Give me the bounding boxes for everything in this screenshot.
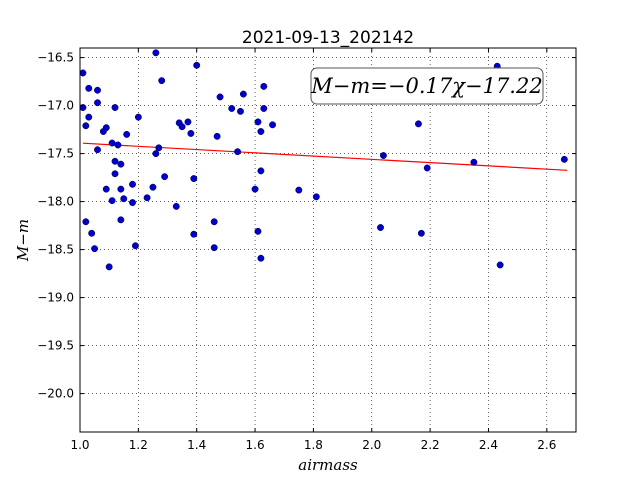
data-point: [269, 121, 277, 129]
data-point: [496, 261, 504, 269]
data-point: [117, 216, 125, 224]
y-tick-label: −20.0: [37, 387, 74, 401]
data-point: [423, 164, 431, 172]
data-point: [193, 61, 201, 69]
y-tick-label: −17.5: [37, 147, 74, 161]
data-point: [172, 202, 180, 210]
fit-equation-frame: [310, 67, 544, 105]
data-point: [152, 49, 160, 57]
plot-frame: [79, 47, 577, 433]
data-points: [79, 49, 568, 271]
data-point: [312, 193, 320, 201]
data-point: [417, 229, 425, 237]
data-point: [210, 244, 218, 252]
x-tick-label: 1.4: [187, 438, 206, 452]
data-point: [111, 170, 119, 178]
y-tick-label: −18.5: [37, 243, 74, 257]
data-point: [254, 118, 262, 126]
data-point: [117, 185, 125, 193]
data-point: [88, 229, 96, 237]
data-point: [131, 242, 139, 250]
data-point: [251, 185, 259, 193]
x-tick-label: 2.0: [362, 438, 381, 452]
data-point: [239, 90, 247, 98]
data-point: [102, 124, 110, 132]
data-point: [190, 175, 198, 183]
data-point: [123, 130, 131, 138]
data-point: [82, 122, 90, 130]
data-point: [94, 146, 101, 154]
data-point: [105, 263, 113, 271]
data-point: [134, 113, 142, 121]
data-point: [187, 129, 195, 137]
data-point: [210, 218, 218, 226]
data-point: [149, 183, 157, 191]
data-point: [257, 128, 265, 135]
data-point: [91, 245, 99, 253]
data-point: [85, 84, 93, 92]
data-point: [111, 157, 119, 165]
data-point: [178, 123, 186, 131]
data-point: [184, 118, 192, 126]
data-point: [213, 132, 221, 140]
data-point: [470, 158, 478, 166]
data-point: [152, 150, 160, 158]
data-point: [143, 194, 151, 202]
y-tick-label: −17.0: [37, 99, 74, 113]
data-point: [560, 155, 568, 163]
data-point: [94, 99, 101, 107]
data-point: [114, 141, 122, 149]
data-point: [234, 148, 242, 156]
data-point: [129, 199, 136, 207]
fit-equation: M−m=−0.17χ−17.22: [310, 74, 542, 98]
y-axis-label: M−m: [14, 219, 32, 262]
data-point: [414, 120, 422, 128]
data-point: [111, 104, 119, 111]
data-point: [295, 186, 303, 194]
data-point: [228, 105, 236, 112]
y-tick-label: −19.0: [37, 291, 74, 305]
data-point: [260, 105, 268, 112]
x-tick-label: 1.2: [129, 438, 148, 452]
data-point: [158, 77, 166, 85]
x-tick-label: 1.6: [246, 438, 265, 452]
x-tick-label: 2.4: [479, 438, 498, 452]
y-tick-label: −19.5: [37, 339, 74, 353]
x-tick-label: 1.0: [70, 438, 89, 452]
y-tick-label: −18.0: [37, 195, 74, 209]
data-point: [94, 86, 101, 94]
data-point: [190, 230, 198, 238]
data-point: [260, 82, 268, 90]
data-point: [161, 173, 169, 181]
x-tick-label: 2.2: [421, 438, 440, 452]
fit-line-group: [82, 142, 568, 171]
data-point: [129, 180, 136, 188]
data-point: [216, 93, 224, 101]
fit-equation-box: M−m=−0.17χ−17.22: [310, 67, 544, 105]
x-axis-label: airmass: [298, 456, 358, 474]
x-tick-label: 2.6: [537, 438, 556, 452]
data-point: [108, 197, 116, 205]
data-point: [379, 152, 387, 159]
data-point: [257, 167, 265, 175]
data-point: [108, 139, 116, 147]
axis-ticks: 1.0 1.2 1.4 1.6 1.8 2.0 2.2 2.4 2.6 −16.5 −17.0 −17…: [37, 48, 576, 452]
data-point: [102, 185, 110, 193]
chart-title: 2021-09-13_202142: [242, 28, 414, 48]
data-point: [117, 160, 125, 168]
data-point: [257, 254, 265, 262]
x-tick-label: 1.8: [304, 438, 323, 452]
y-tick-label: −16.5: [37, 51, 74, 65]
data-point: [82, 218, 90, 226]
data-point: [377, 224, 384, 231]
fit-line: [82, 142, 568, 171]
data-point: [155, 144, 163, 152]
data-point: [85, 113, 93, 121]
data-point: [237, 107, 244, 115]
data-point: [254, 227, 262, 235]
grid: [79, 48, 576, 432]
data-point: [120, 195, 128, 203]
data-point: [79, 69, 87, 77]
